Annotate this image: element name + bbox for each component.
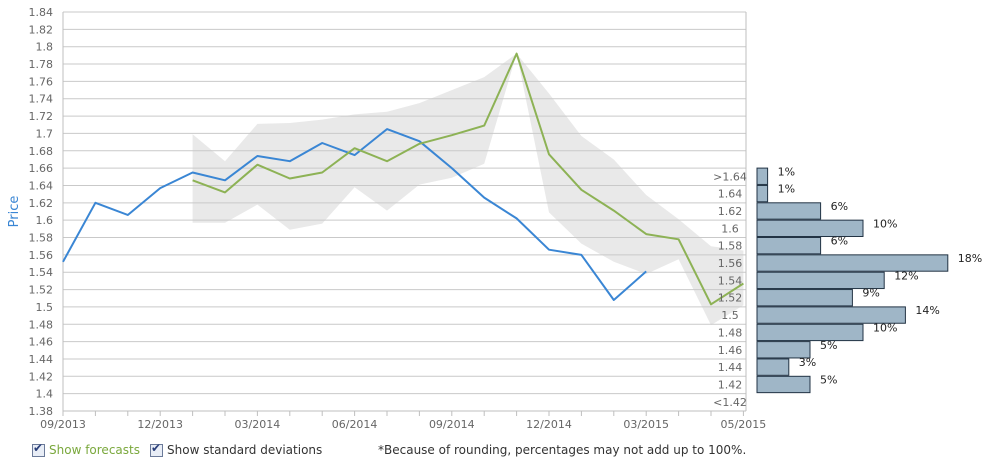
x-tick-label: 03/2015 [623,418,669,431]
y-tick-label: 1.74 [29,93,54,106]
distribution-bar [756,289,853,307]
distribution-pct-label: 1% [778,183,795,196]
chart-controls: ✔ Show forecasts ✔ Show standard deviati… [32,440,972,461]
distribution-pct-label: 14% [915,304,939,317]
x-tick-label: 12/2014 [526,418,572,431]
checkmark-icon: ✔ [151,440,162,455]
y-tick-label: 1.84 [29,6,54,19]
distribution-bar [756,358,790,376]
distribution-pct-label: 1% [778,165,795,178]
actual-price-line [62,128,647,301]
bin-label: 1.58 [718,240,743,253]
y-tick-label: 1.78 [29,58,54,71]
distribution-pct-label: 10% [873,321,897,334]
bin-label: >1.64 [713,170,747,183]
show-forecasts-checkbox[interactable]: ✔ Show forecasts [32,440,140,457]
distribution-bar [756,254,949,272]
distribution-pct-label: 12% [894,269,918,282]
distribution-bar [756,167,769,185]
x-tick-label: 12/2013 [137,418,183,431]
x-tick-label: 09/2013 [40,418,86,431]
std-deviation-band [192,53,744,326]
y-tick-label: 1.8 [36,41,54,54]
distribution-pct-label: 6% [831,235,848,248]
x-tick-label: 06/2014 [332,418,378,431]
distribution-bar [756,306,906,324]
y-tick-label: 1.42 [29,370,54,383]
y-tick-label: 1.52 [29,284,54,297]
bin-label: 1.6 [721,222,739,235]
distribution-pct-label: 3% [799,356,816,369]
y-tick-label: 1.54 [29,266,54,279]
distribution-bar [756,237,822,255]
bin-label: 1.56 [718,257,743,270]
y-axis-title: Price [7,196,22,228]
bin-label: 1.5 [721,309,739,322]
bin-label: 1.64 [718,188,743,201]
distribution-bar [756,271,885,290]
show-forecasts-label[interactable]: Show forecasts [49,443,140,457]
y-tick-label: 1.62 [29,197,54,210]
checkbox-icon[interactable]: ✔ [32,440,45,457]
distribution-bar [756,219,864,237]
distribution-pct-label: 6% [831,200,848,213]
y-tick-label: 1.66 [29,162,54,175]
bin-label: <1.42 [713,396,747,409]
y-tick-label: 1.38 [29,405,54,418]
bin-label: 1.42 [718,378,743,391]
y-tick-label: 1.76 [29,75,54,88]
rounding-note: *Because of rounding, percentages may no… [378,443,747,457]
distribution-bar [756,202,822,220]
chart-canvas: 1.38 1.4 1.42 1.44 1.46 1.48 1.5 1.52 1.54 1.56 1.… [7,6,982,431]
x-tick-label: 09/2014 [429,418,475,431]
bin-label: 1.44 [718,361,743,374]
y-tick-label: 1.58 [29,232,54,245]
distribution-bar [756,375,811,394]
bin-label: 1.54 [718,274,743,287]
distribution-pct-label: 5% [820,339,837,352]
bin-label: 1.48 [718,326,743,339]
y-tick-label: 1.48 [29,318,54,331]
y-tick-label: 1.68 [29,145,54,158]
distribution-bar [756,323,864,342]
x-tick-label: 05/2015 [721,418,767,431]
y-tick-label: 1.56 [29,249,54,262]
distribution-bar [756,184,769,203]
distribution-pct-label: 5% [820,373,837,386]
distribution-bar [756,341,811,359]
show-std-label[interactable]: Show standard deviations [167,443,323,457]
y-tick-label: 1.5 [36,301,54,314]
forecast-price-line [192,52,744,306]
y-tick-label: 1.82 [29,23,54,36]
y-tick-label: 1.64 [29,179,54,192]
bin-label: 1.52 [718,292,743,305]
y-tick-label: 1.6 [36,214,54,227]
show-std-checkbox[interactable]: ✔ Show standard deviations [150,440,323,457]
y-tick-label: 1.72 [29,110,54,123]
y-tick-label: 1.44 [29,353,54,366]
x-tick-label: 03/2014 [235,418,281,431]
distribution-pct-label: 10% [873,217,897,230]
y-tick-label: 1.46 [29,336,54,349]
bin-label: 1.62 [718,205,743,218]
checkbox-icon[interactable]: ✔ [150,440,163,457]
y-tick-label: 1.4 [36,388,54,401]
checkmark-icon: ✔ [33,440,44,455]
distribution-pct-label: 9% [862,287,879,300]
bin-label: 1.46 [718,344,743,357]
distribution-pct-label: 18% [958,252,982,265]
y-tick-label: 1.7 [36,127,54,140]
